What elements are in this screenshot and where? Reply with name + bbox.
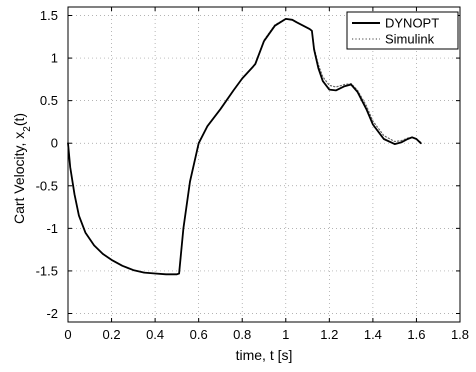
y-tick-label: 0 (51, 136, 58, 151)
legend-box (346, 11, 459, 50)
legend: DYNOPT Simulink (346, 11, 459, 50)
y-axis-label: Cart Velocity, x2(t) (11, 113, 33, 224)
y-tick-label: -1 (46, 221, 58, 236)
x-tick-label: 1 (282, 327, 289, 342)
series-line-dynopt (67, 17, 422, 276)
x-tick-label: 0.8 (233, 327, 251, 342)
y-axis-label-subscript: 2 (22, 126, 33, 132)
y-tick-label: -2 (46, 306, 58, 321)
x-tick-label: 1.4 (364, 327, 382, 342)
series-layer (67, 17, 422, 276)
y-tick-label: 1 (51, 51, 58, 66)
y-tick-label: 1.5 (40, 8, 58, 23)
y-tick-label: -1.5 (36, 263, 58, 278)
y-tick-label: -0.5 (36, 178, 58, 193)
x-tick-label: 0 (64, 327, 71, 342)
y-axis-label-tail: (t) (11, 113, 27, 126)
grid-lines (68, 7, 460, 322)
x-tick-label: 0.6 (190, 327, 208, 342)
y-axis-label-main: Cart Velocity, x (11, 132, 27, 224)
plot-frame (67, 6, 461, 323)
legend-label-dynopt: DYNOPT (385, 16, 439, 31)
x-tick-label: 0.4 (146, 327, 164, 342)
x-tick-label: 1.6 (407, 327, 425, 342)
x-tick-label: 1.2 (320, 327, 338, 342)
axis-ticks: 0 0.2 0.4 0.6 0.8 1 1.2 1.4 1.6 1.8 1.5 1 0.5 0 -0.5 -1… (36, 7, 469, 342)
y-tick-label: 0.5 (40, 93, 58, 108)
x-tick-label: 1.8 (451, 327, 469, 342)
x-axis-label: time, t [s] (236, 347, 293, 363)
x-tick-label: 0.2 (103, 327, 121, 342)
legend-label-simulink: Simulink (385, 32, 435, 47)
